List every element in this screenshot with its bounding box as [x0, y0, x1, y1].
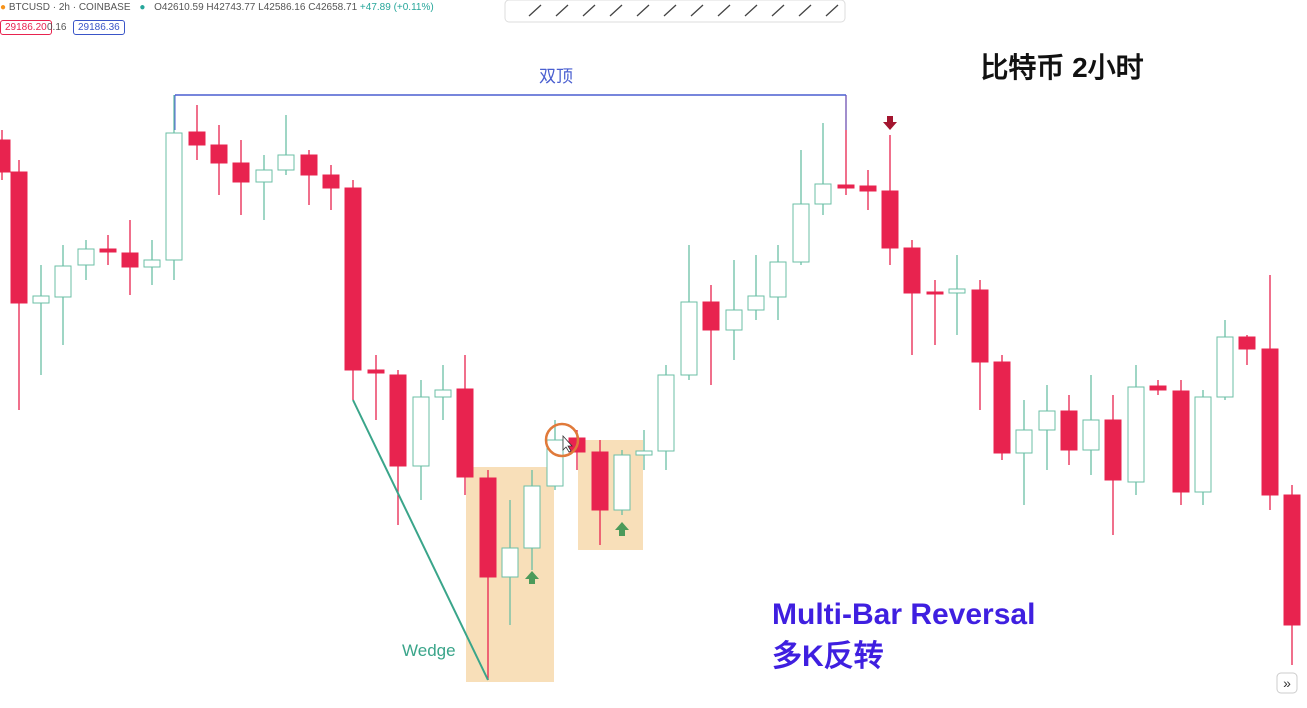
highlight-box [578, 440, 643, 550]
tool-icon [636, 4, 650, 17]
ohlc-open: O42610.59 [154, 2, 204, 13]
candle-body [232, 162, 250, 183]
candle-body [881, 190, 899, 249]
candle-body [1015, 429, 1033, 454]
wedge-label: Wedge [402, 641, 456, 660]
tool-icon [528, 4, 542, 17]
ohlc-close: C42658.71 [308, 2, 358, 13]
candle-body [1127, 386, 1145, 483]
candle-body [769, 261, 787, 298]
candle-body [747, 295, 765, 311]
candle-body [479, 477, 497, 578]
tool-icon [609, 4, 623, 17]
candle-body [54, 265, 72, 298]
candle-body [680, 301, 698, 376]
tool-icon [717, 4, 731, 17]
candle-body [546, 439, 564, 487]
candle-body [523, 485, 541, 549]
candle-body [993, 361, 1011, 454]
ohlc-low: L42586.16 [258, 2, 306, 13]
candle-body [501, 547, 519, 578]
candle-body [1261, 348, 1279, 496]
candle-body [1082, 419, 1100, 451]
tool-icon [744, 4, 758, 17]
chart-title: 比特币 2小时 [980, 52, 1143, 83]
pattern-label: Multi-Bar Reversal [772, 598, 1035, 631]
candle-body [613, 454, 631, 511]
drawing-toolbar [504, 0, 846, 23]
candle-body [948, 288, 966, 294]
candle-body [300, 154, 318, 176]
up-arrow [615, 522, 629, 536]
wedge-line [352, 399, 489, 681]
candle-body [99, 248, 117, 253]
tool-icon [825, 4, 839, 17]
candle-body [188, 131, 206, 146]
ohlc-change: +47.89 (+0.11%) [359, 2, 434, 13]
down-arrow [883, 116, 897, 130]
double-top-label: 双顶 [539, 67, 573, 86]
candle-body [210, 144, 228, 164]
candle-body [344, 187, 362, 371]
candle-body [77, 248, 95, 266]
symbol-info: ● BTCUSD · 2h · COINBASE ● O42610.59 H42… [0, 2, 434, 13]
candle-body [1283, 494, 1301, 626]
candle-body [322, 174, 340, 189]
candle-body [367, 369, 385, 374]
candle-body [1238, 336, 1256, 350]
candle-body [10, 171, 28, 304]
candle-body [635, 450, 653, 456]
candle-body [389, 374, 407, 467]
bid-badge[interactable]: 29186.20 [0, 20, 52, 35]
candle-body [859, 185, 877, 192]
candle-body [412, 396, 430, 467]
tool-icon [555, 4, 569, 17]
scroll-button[interactable] [1276, 672, 1298, 694]
candle-body [792, 203, 810, 263]
ohlc-high: H42743.77 [206, 2, 256, 13]
candle-body [1104, 419, 1122, 481]
candle-body [1060, 410, 1078, 451]
tool-icon [582, 4, 596, 17]
candle-body [657, 374, 675, 452]
candle-body [837, 184, 855, 189]
candle-body [32, 295, 50, 304]
spread: 0.16 [47, 22, 67, 33]
candle-body [434, 389, 452, 398]
cursor [562, 434, 573, 453]
candle-body [255, 169, 273, 183]
candle-body [971, 289, 989, 363]
candle-body [591, 451, 609, 511]
tool-icon [690, 4, 704, 17]
candle-body [926, 291, 944, 295]
candle-body [903, 247, 921, 294]
candle-body [165, 132, 183, 261]
ask-badge[interactable]: 29186.36 [73, 20, 125, 35]
symbol: BTCUSD · 2h · COINBASE [8, 2, 131, 13]
cursor-highlight [544, 422, 580, 458]
candle-body [725, 309, 743, 331]
candle-body [1038, 410, 1056, 431]
candle-body [143, 259, 161, 268]
scroll-button-label[interactable]: » [1283, 675, 1291, 691]
candle-body [702, 301, 720, 331]
candle-body [0, 139, 11, 173]
tool-icon [771, 4, 785, 17]
candle-body [121, 252, 139, 268]
candle-body [814, 183, 832, 205]
candle-body [1172, 390, 1190, 493]
up-arrow [525, 571, 539, 584]
candle-body [277, 154, 295, 171]
candle-body [456, 388, 474, 478]
candle-body [1194, 396, 1212, 493]
tool-icon [663, 4, 677, 17]
pattern-label: 多K反转 [772, 640, 884, 673]
tool-icon [798, 4, 812, 17]
candle-body [1216, 336, 1234, 398]
candle-body [1149, 385, 1167, 391]
